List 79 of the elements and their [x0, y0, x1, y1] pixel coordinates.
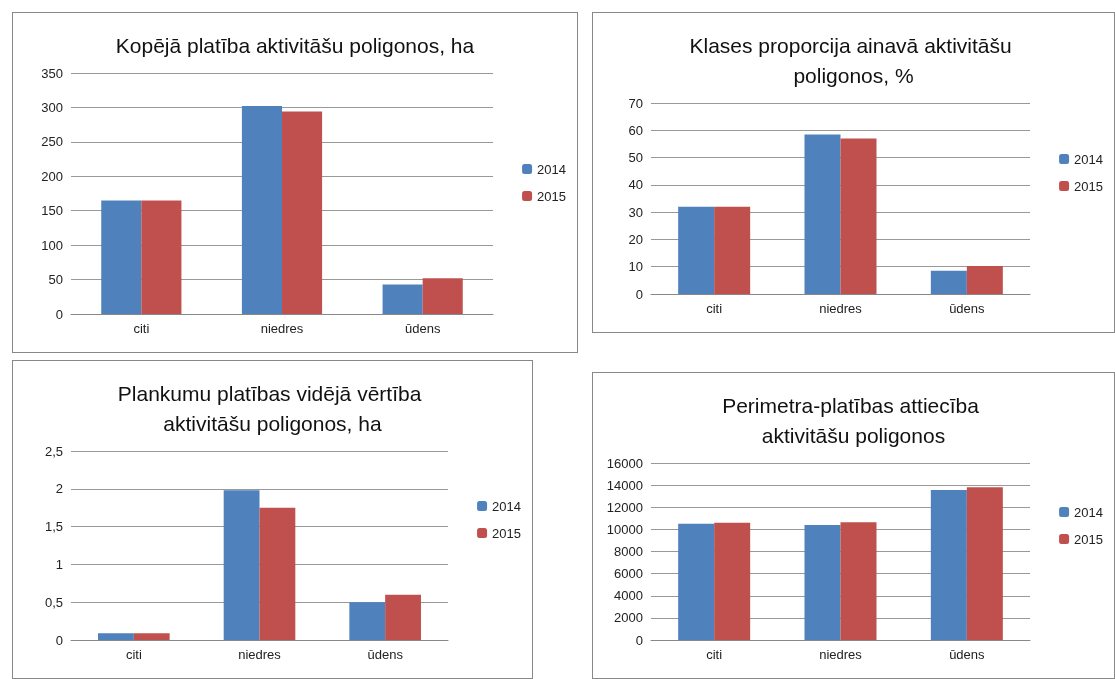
y-tick-label: 0	[635, 632, 643, 648]
bar	[678, 206, 715, 294]
x-tick-label: citi	[706, 301, 723, 316]
y-tick-label: 0	[635, 286, 643, 302]
bar	[966, 265, 1003, 294]
y-tick-label: 16000	[606, 455, 643, 471]
y-tick-label: 20	[628, 231, 643, 247]
y-tick-label: 1	[55, 556, 63, 572]
x-tick-label: citi	[706, 647, 723, 662]
y-tick-label: 12000	[606, 499, 643, 515]
x-tick-label: niedres	[819, 301, 863, 316]
x-tick-label: ūdens	[404, 321, 441, 336]
y-tick-label: 0	[55, 632, 63, 648]
bar	[259, 507, 296, 640]
bar	[385, 594, 421, 640]
y-tick-label: 350	[41, 65, 63, 81]
y-tick-label: 150	[41, 203, 63, 219]
bar	[678, 523, 715, 640]
bar	[714, 522, 751, 640]
y-tick-label: 30	[628, 204, 643, 220]
y-tick-label: 250	[41, 134, 63, 150]
y-tick-label: 0,5	[44, 594, 63, 610]
y-tick-label: 1,5	[44, 519, 63, 535]
legend-label: 2014	[537, 161, 566, 177]
y-tick-label: 4000	[614, 588, 643, 604]
y-tick-label: 50	[628, 150, 643, 166]
bar	[141, 200, 182, 314]
legend-label: 2015	[492, 525, 521, 541]
bar	[840, 138, 877, 294]
y-tick-label: 2000	[614, 610, 643, 626]
y-tick-label: 300	[41, 99, 63, 115]
y-tick-label: 70	[628, 95, 643, 111]
bar	[930, 490, 967, 640]
bar	[804, 524, 841, 640]
bar	[241, 106, 282, 314]
chart-title: Klases proporcija ainavā aktivitāšu poligonos, %	[689, 33, 1018, 87]
y-tick-label: 100	[41, 237, 63, 253]
y-tick-label: 0	[55, 306, 63, 322]
y-tick-label: 2	[55, 481, 63, 497]
bar	[133, 633, 170, 640]
chart-title: Perimetra-platības attiecība aktivitāšu poligonos	[722, 393, 985, 447]
bar	[804, 134, 841, 294]
bar	[714, 206, 751, 294]
legend-label: 2015	[1074, 531, 1103, 547]
bar	[223, 490, 260, 640]
y-tick-label: 50	[48, 272, 63, 288]
legend-label: 2014	[1074, 504, 1103, 520]
x-tick-label: ūdens	[949, 301, 986, 316]
y-tick-label: 60	[628, 122, 643, 138]
legend-label: 2015	[1074, 178, 1103, 194]
bar	[422, 278, 463, 314]
x-tick-label: citi	[125, 647, 142, 662]
y-tick-label: 8000	[614, 544, 643, 559]
bar	[382, 284, 423, 314]
y-tick-label: 6000	[614, 566, 643, 582]
bar	[98, 633, 134, 640]
bar	[930, 270, 967, 294]
bar	[966, 487, 1003, 640]
legend-label: 2014	[1074, 151, 1103, 167]
x-tick-label: citi	[133, 321, 150, 336]
x-tick-label: niedres	[260, 321, 304, 336]
x-tick-label: niedres	[819, 647, 863, 662]
legend-label: 2015	[537, 188, 566, 204]
legend-label: 2014	[492, 498, 521, 514]
bar	[101, 200, 142, 314]
bar	[349, 602, 386, 640]
y-tick-label: 200	[41, 168, 63, 184]
chart-title: Kopējā platība aktivitāšu poligonos, ha	[115, 33, 475, 57]
y-tick-label: 2,5	[44, 443, 63, 459]
x-tick-label: niedres	[238, 647, 282, 662]
bar	[282, 111, 323, 314]
y-tick-label: 10	[628, 259, 643, 275]
y-tick-label: 40	[628, 177, 643, 193]
x-tick-label: ūdens	[949, 647, 986, 662]
chart-title: Plankumu platības vidējā vērtība aktivitāšu poligonos, ha	[117, 381, 428, 435]
y-tick-label: 14000	[606, 477, 643, 493]
x-tick-label: ūdens	[367, 647, 404, 662]
y-tick-label: 10000	[606, 521, 643, 537]
bar	[840, 522, 877, 640]
